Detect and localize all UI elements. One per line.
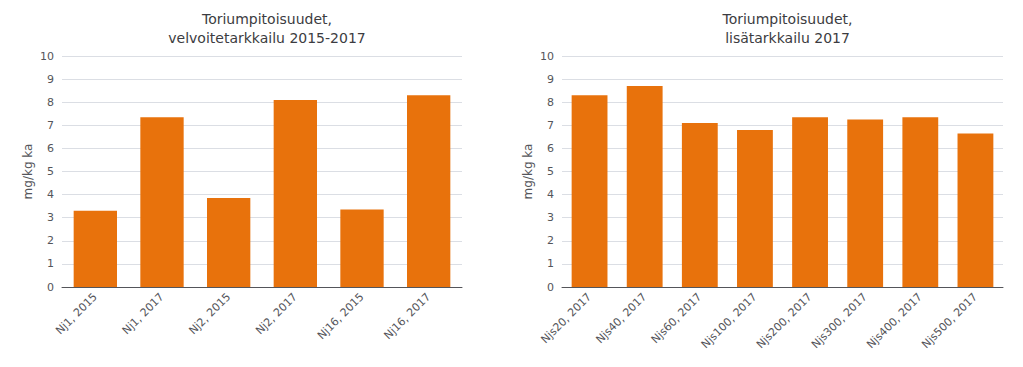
svg-text:Njs200, 2017: Njs200, 2017 [754,290,815,351]
svg-text:Nj1, 2017: Nj1, 2017 [120,290,167,337]
svg-text:4: 4 [47,188,54,201]
svg-text:5: 5 [547,165,554,178]
svg-text:2: 2 [47,234,54,247]
svg-text:4: 4 [547,188,554,201]
svg-text:Nj16, 2017: Nj16, 2017 [382,290,434,342]
svg-text:9: 9 [47,73,54,86]
svg-text:8: 8 [47,96,54,109]
svg-text:Njs300, 2017: Njs300, 2017 [809,290,870,351]
svg-text:6: 6 [47,142,54,155]
svg-text:Njs500, 2017: Njs500, 2017 [919,290,980,351]
svg-text:0: 0 [547,281,554,294]
svg-text:5: 5 [47,165,54,178]
svg-text:Njs40, 2017: Njs40, 2017 [593,290,649,346]
svg-text:7: 7 [547,119,554,132]
svg-text:Nj2, 2017: Nj2, 2017 [253,290,300,337]
svg-text:mg/kg ka: mg/kg ka [521,144,535,200]
svg-text:mg/kg ka: mg/kg ka [21,144,35,200]
svg-text:2: 2 [547,234,554,247]
svg-text:Njs100, 2017: Njs100, 2017 [699,290,760,351]
svg-text:Njs60, 2017: Njs60, 2017 [649,290,705,346]
svg-text:1: 1 [547,257,554,270]
svg-text:Njs400, 2017: Njs400, 2017 [864,290,925,351]
svg-text:1: 1 [47,257,54,270]
svg-text:6: 6 [547,142,554,155]
svg-text:10: 10 [40,50,54,63]
svg-text:velvoitetarkkailu 2015-2017: velvoitetarkkailu 2015-2017 [168,30,365,46]
svg-text:3: 3 [47,211,54,224]
svg-text:Nj16, 2015: Nj16, 2015 [315,290,367,342]
svg-text:Njs20, 2017: Njs20, 2017 [538,290,594,346]
svg-text:Toriumpitoisuudet,: Toriumpitoisuudet, [721,11,852,27]
svg-text:Toriumpitoisuudet,: Toriumpitoisuudet, [201,11,332,27]
svg-text:0: 0 [47,281,54,294]
svg-text:lisätarkkailu 2017: lisätarkkailu 2017 [725,30,850,46]
svg-text:3: 3 [547,211,554,224]
svg-text:10: 10 [540,50,554,63]
svg-text:8: 8 [547,96,554,109]
svg-text:7: 7 [47,119,54,132]
svg-text:Nj2, 2015: Nj2, 2015 [186,290,233,337]
svg-text:9: 9 [547,73,554,86]
svg-text:Nj1, 2015: Nj1, 2015 [53,290,100,337]
